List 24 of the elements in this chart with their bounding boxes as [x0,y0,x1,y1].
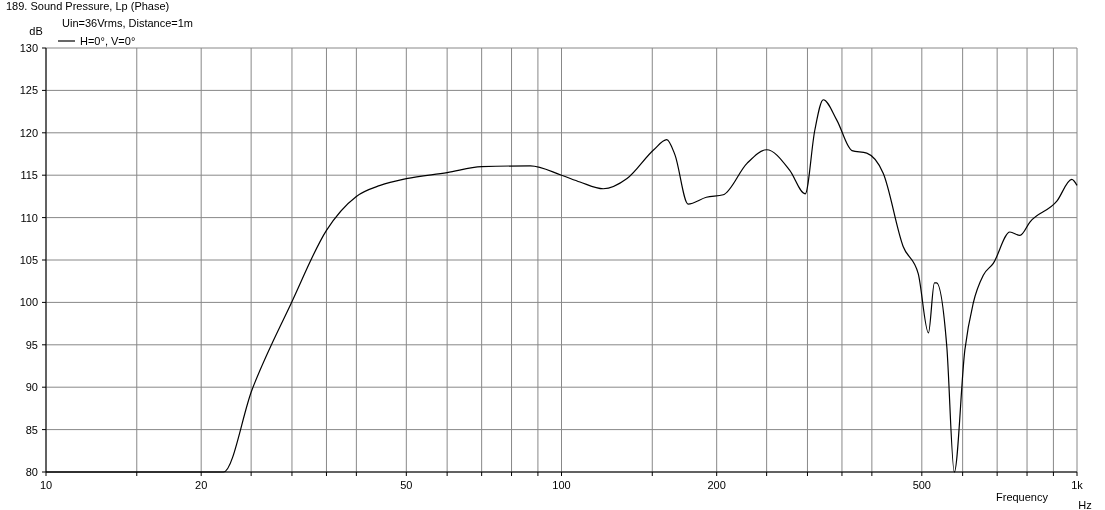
chart-title: 189. Sound Pressure, Lp (Phase) [6,0,170,12]
text: Hz [1078,499,1092,510]
y-tick-label: 125 [19,84,38,97]
y-tick-label: 120 [19,126,38,139]
text: Uin=36Vrms, Distance=1m [62,17,194,29]
y-tick-label: 90 [25,381,38,394]
y-tick-label: 85 [25,423,38,436]
x-tick-label: 1k [1071,479,1084,491]
y-tick-label: 95 [25,338,38,351]
x-tick-label: 20 [195,479,208,491]
y-axis-title: dB [29,25,43,37]
x-tick-label: 10 [39,479,53,491]
y-tick-label: 105 [19,254,38,266]
y-tick-label: 100 [19,296,38,309]
legend-label: H=0°, V=0° [80,35,136,47]
x-tick-label: 50 [400,479,413,491]
x-tick-label: 500 [912,479,931,491]
y-tick-label: 115 [20,169,38,182]
y-tick-label: 80 [25,466,38,478]
x-tick-label: 100 [552,479,571,491]
y-tick-label: 130 [19,42,38,54]
x-axis-title: Frequency [996,491,1049,503]
y-tick-label: 110 [20,211,38,224]
x-tick-label: 200 [707,479,726,491]
